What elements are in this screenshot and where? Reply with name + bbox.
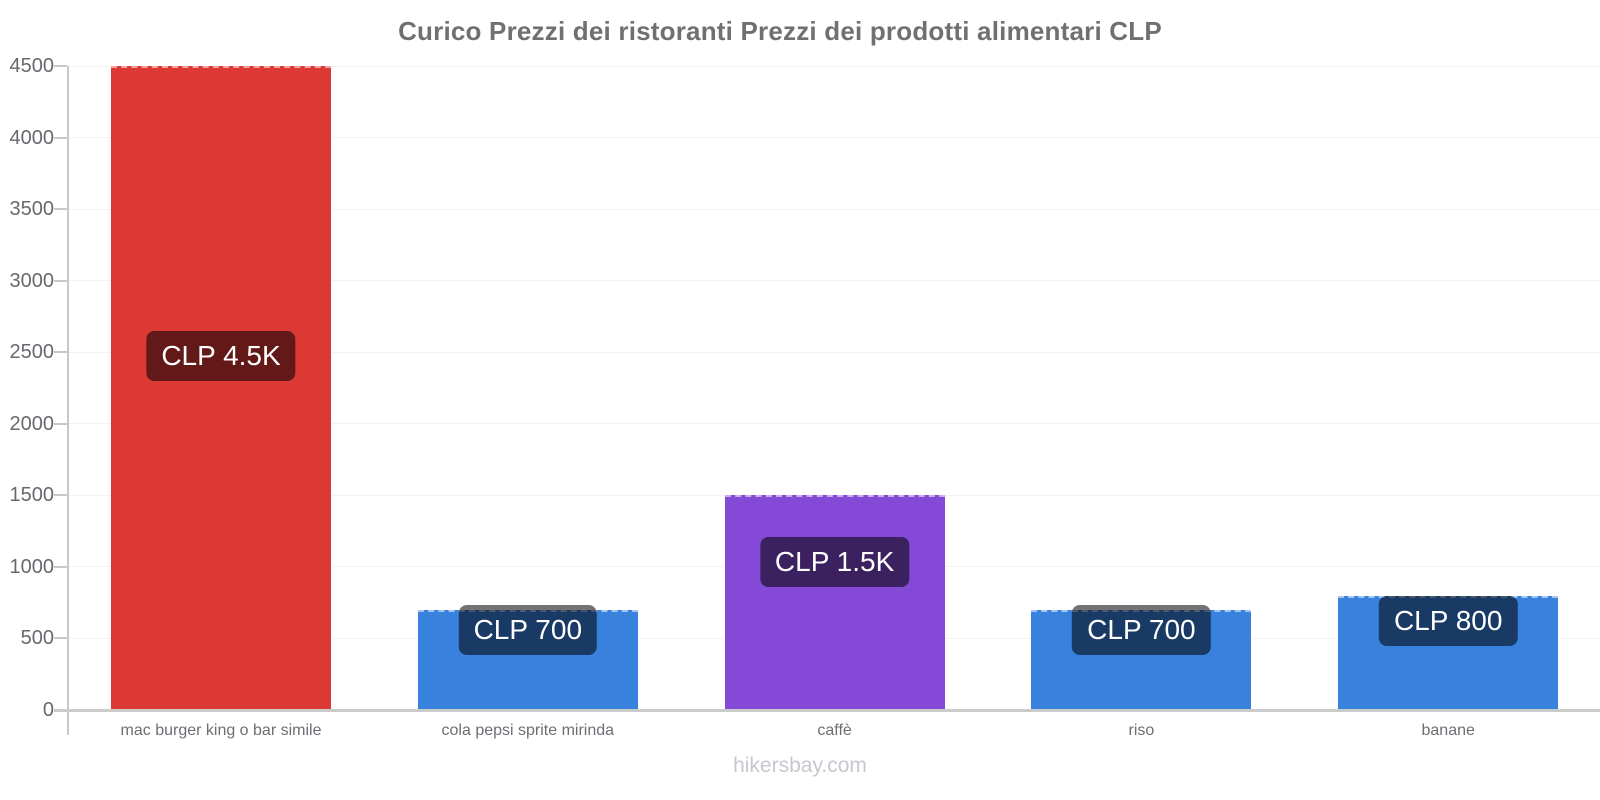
y-tick-label-2500: 2500: [9, 341, 55, 364]
y-tick-label-2000: 2000: [9, 412, 55, 435]
x-axis-label-banane: banane: [1421, 722, 1475, 739]
x-axis-line: [54, 709, 1600, 712]
x-axis-label-riso: riso: [1128, 722, 1155, 739]
x-axis-label-cola-pepsi-sprite-mirinda: cola pepsi sprite mirinda: [441, 722, 615, 739]
gridline-4000: [56, 137, 1600, 139]
bar-value-label-riso: CLP 700: [1072, 604, 1211, 655]
bar-value-label-cola-pepsi-sprite-mirinda: CLP 700: [458, 604, 598, 655]
bar-value-label-caffe: CLP 1.5K: [759, 537, 910, 588]
y-tick-label-3500: 3500: [9, 198, 55, 221]
bar-value-label-mac-burger-king-o-bar-simile: CLP 4.5K: [146, 331, 296, 381]
y-tick-mark-3500: [54, 208, 67, 211]
gridline-2000: [56, 423, 1600, 425]
bar-caffe[interactable]: [724, 495, 945, 710]
y-tick-label-0: 0: [42, 699, 54, 721]
y-tick-mark-2500: [54, 351, 67, 354]
y-tick-mark-1000: [54, 565, 67, 568]
y-axis-line: [67, 66, 69, 735]
gridline-3000: [56, 280, 1600, 282]
y-tick-label-1500: 1500: [9, 484, 55, 507]
bar-value-label-banane: CLP 800: [1378, 595, 1518, 646]
y-tick-label-4000: 4000: [9, 126, 55, 149]
y-tick-label-3000: 3000: [9, 269, 55, 292]
x-axis-label-caffe: caffè: [817, 722, 852, 739]
footer-credit: hikersbay.com: [733, 754, 867, 777]
y-tick-label-1000: 1000: [9, 555, 55, 578]
gridline-2500: [56, 351, 1600, 353]
y-tick-mark-2000: [54, 422, 67, 425]
gridline-4500: [56, 65, 1600, 67]
y-tick-mark-500: [54, 637, 67, 640]
y-tick-mark-1500: [54, 494, 67, 497]
y-tick-label-4500: 4500: [9, 55, 55, 77]
y-tick-mark-4500: [54, 65, 67, 67]
chart-title: Curico Prezzi dei ristoranti Prezzi dei …: [398, 16, 1162, 46]
x-axis-label-mac-burger-king-o-bar-simile: mac burger king o bar simile: [120, 722, 322, 739]
y-tick-mark-3000: [54, 279, 67, 282]
y-tick-label-500: 500: [20, 627, 54, 650]
y-tick-mark-4000: [54, 136, 67, 139]
gridline-3500: [56, 208, 1600, 210]
bar-mac-burger-king-o-bar-simile[interactable]: [111, 66, 331, 710]
